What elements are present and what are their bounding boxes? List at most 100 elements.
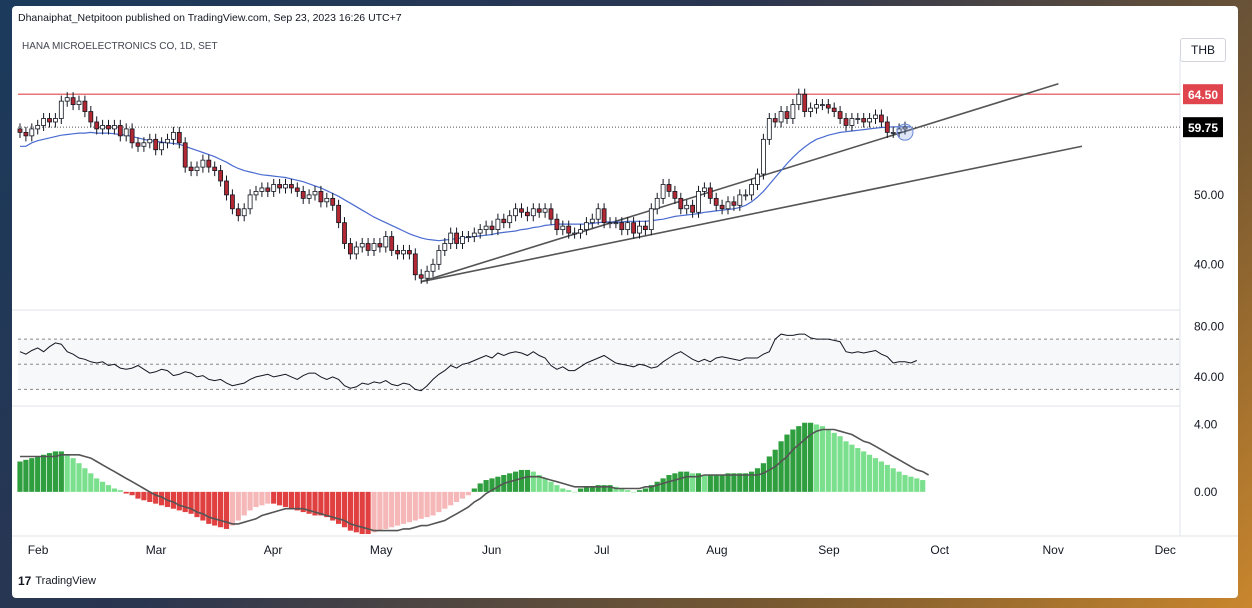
price-tick-label: 40.00: [1194, 257, 1224, 271]
candle-body: [117, 125, 123, 137]
histogram-bar: [737, 473, 743, 492]
candle-body: [489, 225, 495, 231]
histogram-bar: [353, 491, 359, 533]
candle-body: [725, 201, 731, 210]
histogram-bar: [872, 458, 879, 492]
candle-body: [247, 194, 253, 210]
histogram-bar: [459, 491, 466, 499]
candle-body: [843, 118, 849, 126]
candle-body: [200, 159, 206, 168]
histogram-bar: [424, 491, 430, 518]
histogram-bar: [554, 485, 560, 492]
candle-body: [35, 125, 41, 130]
time-tick-label: Feb: [28, 543, 49, 557]
chart-canvas[interactable]: 40.00 50.00 64.50 59.75 80.00 40.00 4.00 0.00 Fe…: [12, 6, 1238, 598]
candle-body: [778, 111, 784, 123]
histogram-bar: [400, 491, 407, 524]
histogram-bar: [849, 444, 855, 492]
candle-body: [808, 107, 813, 112]
histogram-bar: [784, 434, 790, 492]
histogram-signal-line: [20, 428, 929, 532]
candle-body: [648, 208, 654, 231]
histogram-bar: [176, 491, 182, 511]
candle-body: [666, 184, 672, 192]
candle-body: [766, 118, 772, 140]
histogram-bar: [194, 491, 200, 518]
histogram-bar: [412, 491, 418, 521]
candle-body: [23, 131, 29, 137]
histogram-bar: [524, 469, 530, 492]
histogram-bar: [483, 480, 489, 492]
candle-body: [589, 218, 595, 224]
histogram-bar: [294, 491, 300, 511]
currency-button[interactable]: THB: [1180, 38, 1226, 62]
histogram-bar: [560, 488, 566, 492]
histogram-bar: [778, 441, 784, 492]
candle-body: [554, 218, 560, 231]
histogram-bar: [678, 471, 684, 492]
histogram-bar: [318, 491, 324, 516]
candle-body: [218, 170, 224, 182]
candle-body: [135, 142, 141, 147]
histogram-bar: [259, 491, 265, 506]
time-tick-label: May: [370, 543, 393, 557]
candle-body: [790, 104, 796, 119]
candle-body: [831, 107, 837, 112]
histogram-bar: [418, 491, 424, 519]
candle-body: [873, 114, 878, 119]
histogram-bar: [395, 491, 401, 526]
candle-body: [82, 100, 88, 112]
candle-body: [306, 194, 312, 199]
candle-body: [224, 180, 229, 196]
histogram-tick-label: 0.00: [1194, 485, 1218, 499]
histogram-bar: [111, 488, 117, 492]
candle-body: [312, 191, 318, 196]
oscillator-tick-label: 40.00: [1194, 370, 1224, 384]
candle-body: [761, 138, 766, 175]
candle-body: [613, 222, 619, 225]
symbol-legend[interactable]: HANA MICROELECTRONICS CO, 1D, SET: [22, 41, 218, 52]
candle-body: [212, 166, 218, 171]
histogram-bar: [100, 481, 106, 492]
candle-body: [235, 208, 241, 217]
tradingview-label: TradingView: [35, 575, 96, 587]
candle-body: [713, 197, 719, 206]
histogram-bar: [583, 486, 589, 492]
candle-body: [159, 142, 165, 151]
candle-body: [678, 197, 684, 210]
candle-body: [743, 194, 749, 197]
histogram-bar: [861, 451, 867, 492]
histogram-bar: [117, 490, 123, 492]
candle-body: [318, 191, 324, 203]
histogram-bar: [471, 488, 477, 492]
histogram-bar: [542, 478, 548, 492]
candle-body: [265, 187, 271, 192]
histogram-bar: [347, 491, 353, 531]
histogram-bar: [200, 491, 206, 521]
footer-brand[interactable]: 17 TradingView: [18, 574, 96, 588]
histogram-bar: [206, 491, 212, 524]
histogram-bar: [530, 471, 536, 492]
histogram-bar: [725, 473, 731, 492]
histogram-bar: [831, 432, 837, 492]
candle-body: [465, 236, 471, 238]
histogram-bar: [341, 491, 348, 528]
histogram-bar: [749, 471, 755, 492]
histogram-bar: [855, 448, 861, 492]
histogram-bar: [743, 473, 749, 492]
candle-body: [94, 121, 100, 130]
histogram-bar: [825, 429, 831, 492]
candle-body: [271, 184, 277, 192]
time-tick-label: Jun: [482, 543, 501, 557]
candle-body: [530, 208, 536, 217]
candle-body: [643, 225, 648, 231]
histogram-bar: [701, 475, 707, 492]
histogram-bar: [35, 456, 41, 492]
histogram-bar: [223, 491, 230, 529]
candle-body: [483, 225, 489, 231]
histogram-bar: [766, 456, 772, 492]
last-price-tag: [1183, 117, 1223, 138]
candle-body: [17, 128, 23, 133]
histogram-tick-label: 4.00: [1194, 417, 1218, 431]
candle-body: [672, 191, 678, 199]
